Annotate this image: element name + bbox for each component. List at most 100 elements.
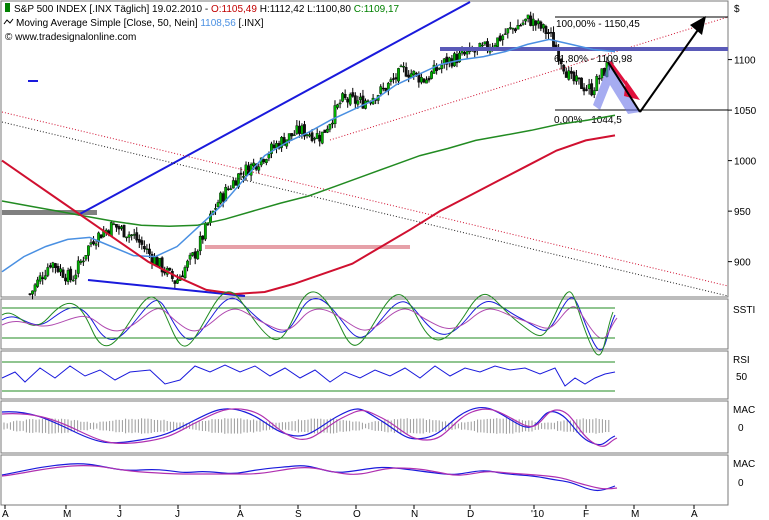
candle-body	[496, 37, 500, 47]
x-tick-label: F	[583, 509, 589, 520]
chart-title: S&P 500 INDEX [.INX Täglich] 19.02.2010 …	[14, 4, 400, 15]
candle-body	[66, 270, 70, 282]
lower-trendline	[87, 279, 246, 297]
candle-body	[587, 84, 591, 90]
candle-body	[303, 124, 306, 137]
candle-body	[239, 172, 243, 175]
candle-body	[56, 266, 60, 272]
main-price-panel	[0, 0, 729, 298]
candle-body	[343, 94, 347, 99]
ma-label: Moving Average Simple [Close, 50, Nein]	[16, 18, 198, 29]
candle-body	[460, 50, 464, 54]
rsi-panel	[0, 350, 729, 400]
candle-body	[81, 260, 85, 263]
candle-body	[41, 277, 45, 279]
candle-body	[389, 79, 393, 82]
candle-body	[87, 245, 90, 256]
x-tick-label: A	[691, 509, 698, 520]
candle-body	[64, 277, 67, 282]
candle-body	[310, 132, 314, 141]
candle-body	[234, 180, 238, 186]
candle-body	[597, 78, 601, 80]
x-tick-label: A	[237, 509, 244, 520]
candle-body	[295, 125, 299, 134]
candle-body	[480, 44, 484, 47]
header-high: H:1112,42	[260, 4, 305, 15]
candle-body	[153, 256, 156, 265]
candle-body	[592, 90, 596, 95]
x-tick-label: S	[295, 509, 302, 520]
candle-body	[262, 159, 266, 163]
candle-body	[521, 22, 525, 25]
candle-body	[399, 65, 403, 68]
candle-body	[270, 143, 273, 154]
candle-body	[549, 32, 553, 34]
candle-body	[529, 15, 533, 26]
candle-body	[191, 252, 195, 256]
candle-body	[498, 35, 502, 41]
candle-body	[409, 73, 413, 78]
candle-body	[48, 265, 52, 268]
candle-body	[214, 208, 217, 210]
x-tick-label: D	[467, 509, 474, 520]
candle-body	[267, 154, 271, 159]
candle-body	[422, 78, 426, 83]
candle-body	[519, 24, 522, 27]
header-title: S&P 500 INDEX [.INX Täglich] 19.02.2010	[14, 4, 203, 15]
series-line-1	[1, 38, 616, 273]
x-tick-label: J	[175, 509, 180, 520]
candle-body	[381, 87, 385, 90]
candle-body	[176, 279, 179, 284]
candle-body	[244, 164, 248, 176]
candle-body	[590, 83, 594, 96]
candle-body	[305, 134, 309, 136]
candle-body	[84, 255, 88, 260]
candle-body	[569, 71, 573, 74]
candle-body	[506, 28, 510, 34]
series-line-3	[1, 134, 616, 296]
candle-body	[71, 279, 75, 282]
y-tick-label: 1050	[734, 106, 757, 117]
candle-body	[148, 248, 151, 254]
dotted-red-trendline-2	[329, 16, 729, 141]
x-tick-label: O	[353, 509, 361, 520]
candle-body	[257, 166, 261, 171]
y-tick-label: 1000	[734, 157, 757, 168]
projection-shape	[593, 60, 640, 114]
candle-body	[379, 86, 383, 94]
candle-body	[132, 234, 136, 236]
rsi-tick-50: 50	[736, 372, 748, 383]
candle-body	[203, 223, 207, 240]
candle-body	[572, 71, 576, 82]
candle-body	[216, 202, 220, 208]
candle-body	[453, 53, 456, 67]
candle-body	[361, 95, 365, 109]
candle-body	[28, 293, 32, 295]
candle-body	[46, 267, 50, 276]
ssti-panel	[0, 298, 729, 350]
candle-body	[356, 100, 360, 105]
candle-body	[92, 241, 95, 245]
candle-body	[272, 144, 276, 148]
candle-body	[536, 20, 540, 25]
candle-body	[89, 242, 93, 245]
x-tick-label: M	[631, 509, 639, 520]
candle-body	[414, 72, 418, 75]
candle-body	[547, 32, 550, 34]
y-unit-label: $	[734, 4, 740, 15]
indicator-lines	[1, 291, 618, 492]
candle-body	[109, 222, 113, 237]
candle-body	[112, 223, 116, 226]
candle-body	[117, 226, 121, 230]
fib-100-label: 100,00% - 1150,45	[556, 19, 640, 30]
candle-body	[137, 239, 141, 243]
header-low: L:1100,80	[307, 4, 351, 15]
candle-body	[221, 193, 225, 202]
candle-body	[99, 234, 103, 239]
candle-body	[331, 122, 334, 125]
candle-body	[94, 243, 98, 246]
macd2-label: MAC	[733, 459, 755, 470]
candle-body	[76, 260, 80, 274]
